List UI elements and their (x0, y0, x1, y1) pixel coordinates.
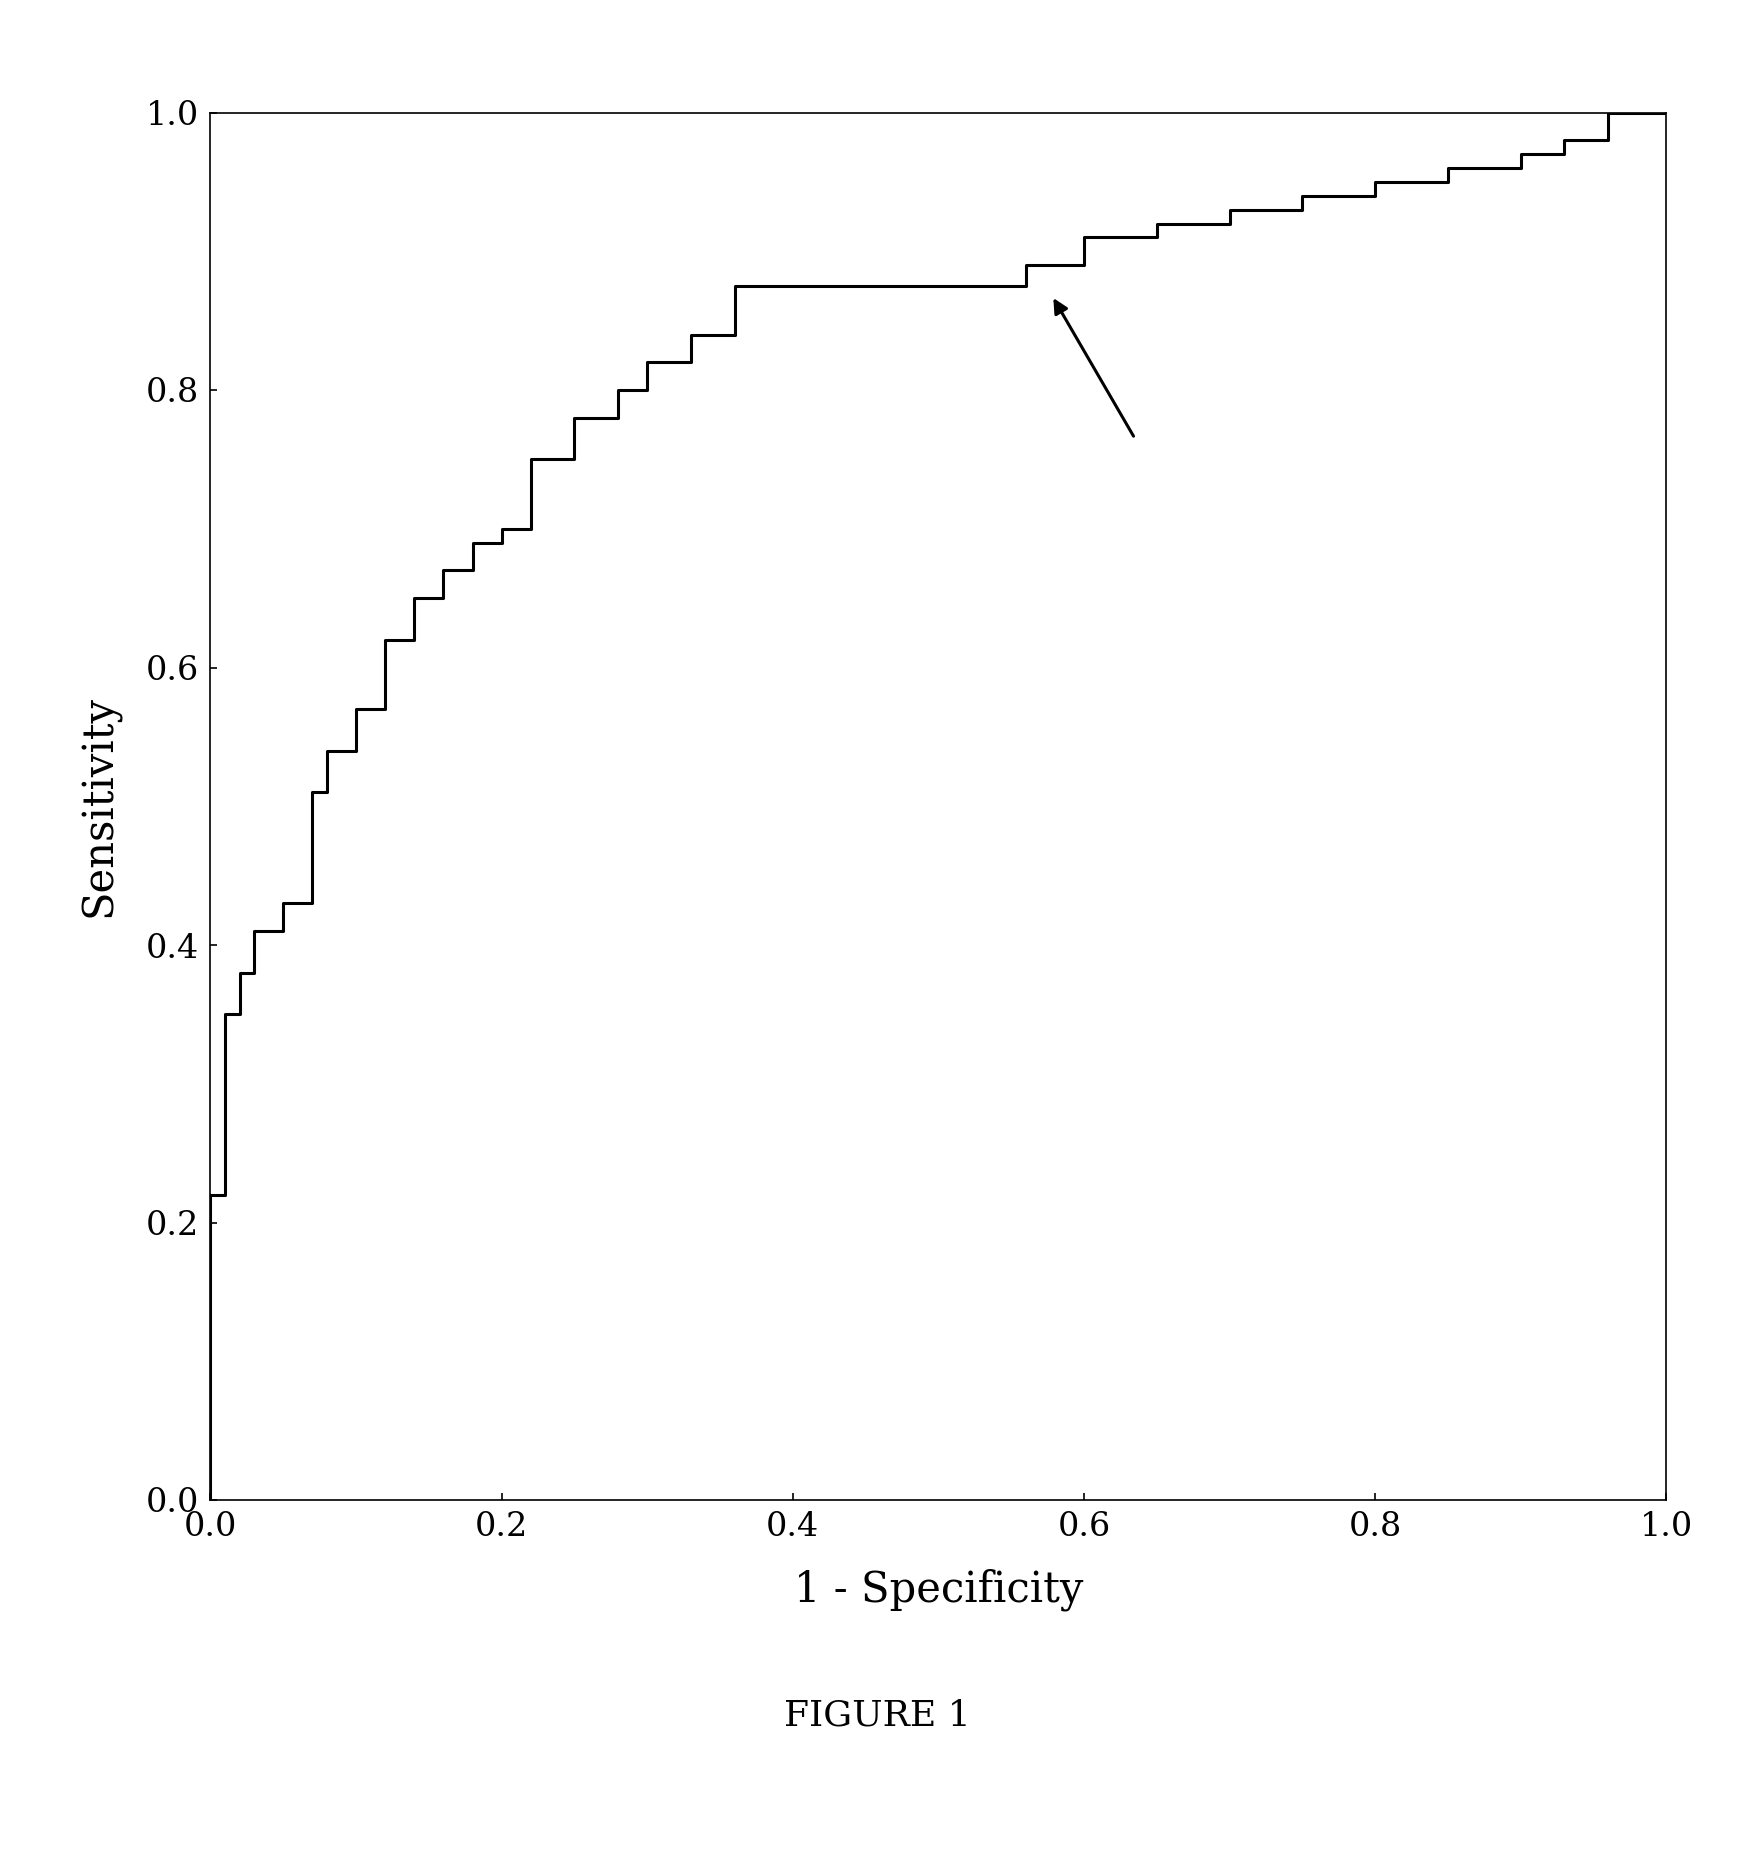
X-axis label: 1 - Specificity: 1 - Specificity (795, 1568, 1082, 1611)
Text: FIGURE 1: FIGURE 1 (784, 1699, 970, 1732)
Y-axis label: Sensitivity: Sensitivity (79, 696, 121, 917)
